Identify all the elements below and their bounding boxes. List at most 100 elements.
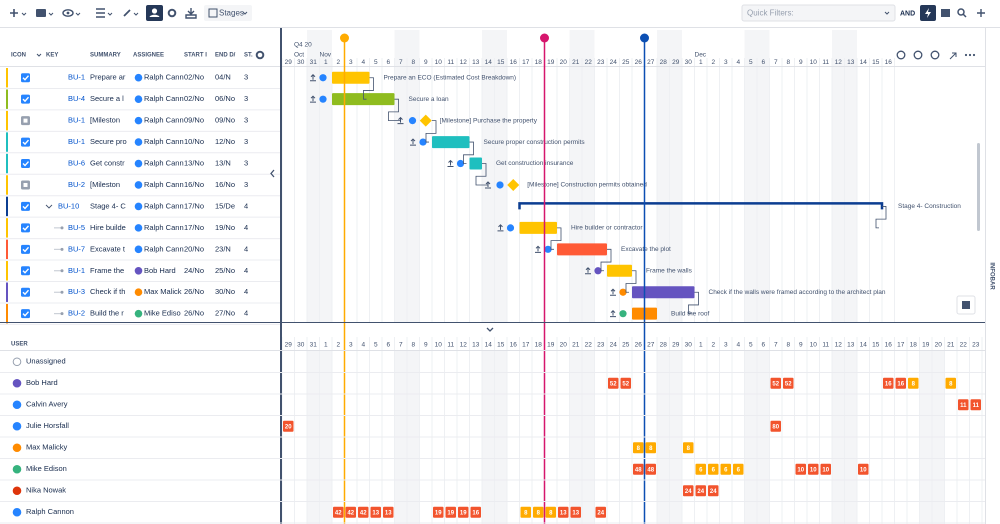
workload-cell[interactable] — [370, 506, 382, 518]
scrollbar[interactable] — [977, 143, 980, 231]
workload-cell[interactable] — [683, 442, 694, 454]
infobar-label[interactable]: INFOBAR — [988, 262, 994, 290]
column-header[interactable]: SUMMARY — [90, 53, 121, 59]
checkbox[interactable] — [21, 309, 30, 319]
workload-cell[interactable] — [570, 506, 582, 518]
task-bar[interactable] — [432, 136, 470, 149]
splitter[interactable] — [280, 28, 282, 524]
columns-button[interactable] — [96, 8, 105, 18]
filter-operator[interactable]: AND — [900, 10, 915, 17]
workload-cell[interactable] — [883, 377, 894, 389]
checkbox[interactable] — [21, 287, 30, 297]
workload-cell[interactable] — [545, 506, 557, 518]
view-dropdown[interactable] — [75, 12, 81, 16]
fullscreen[interactable] — [949, 52, 957, 60]
more-dot[interactable] — [972, 53, 976, 57]
workload-cell[interactable] — [708, 485, 719, 497]
workload-cell[interactable] — [695, 485, 707, 497]
workload-cell[interactable] — [958, 399, 969, 411]
workload-cell[interactable] — [945, 377, 957, 389]
column-header[interactable]: ASSIGNEE — [133, 53, 164, 59]
marker-handle[interactable] — [340, 33, 349, 43]
task-bar[interactable] — [557, 243, 607, 256]
issue-key[interactable]: BU-3 — [68, 287, 85, 296]
workload-cell[interactable] — [470, 506, 482, 518]
more-dot[interactable] — [964, 53, 968, 57]
issue-key[interactable]: BU-7 — [68, 244, 85, 253]
issue-key[interactable]: BU-2 — [68, 309, 85, 318]
link-button[interactable] — [123, 9, 131, 17]
column-header[interactable]: ST. — [244, 53, 253, 59]
export-button[interactable] — [185, 8, 197, 19]
zoom-out[interactable] — [913, 50, 923, 60]
column-header[interactable]: END D/ — [215, 53, 236, 59]
workload-cell[interactable] — [533, 506, 544, 518]
workload-cell[interactable] — [558, 506, 569, 518]
checkbox[interactable] — [21, 266, 30, 276]
infobar[interactable] — [985, 28, 1000, 524]
workload-cell[interactable] — [683, 485, 694, 497]
workload-cell[interactable] — [858, 463, 869, 475]
milestone[interactable] — [419, 114, 432, 127]
issue-key[interactable]: BU-2 — [68, 180, 85, 189]
calendar-button[interactable] — [941, 9, 950, 17]
marker-handle[interactable] — [540, 33, 549, 43]
folder-dropdown[interactable] — [48, 12, 54, 16]
workload-cell[interactable] — [708, 463, 719, 475]
workload-cell[interactable] — [633, 442, 644, 454]
workload-cell[interactable] — [383, 506, 394, 518]
workload-cell[interactable] — [695, 463, 707, 475]
workload-cell[interactable] — [283, 420, 294, 432]
issue-key[interactable]: BU-6 — [68, 159, 85, 168]
folder-button[interactable] — [36, 9, 46, 17]
workload-cell[interactable] — [820, 463, 832, 475]
workload-cell[interactable] — [608, 377, 619, 389]
task-bar[interactable] — [469, 157, 483, 170]
workload-cell[interactable] — [795, 463, 807, 475]
column-header[interactable]: START I — [184, 53, 207, 59]
stages-label[interactable]: Stages — [219, 9, 244, 18]
task-bar[interactable] — [607, 264, 632, 277]
zoom-reset[interactable] — [896, 50, 906, 60]
checkbox[interactable] — [21, 223, 30, 233]
workload-cell[interactable] — [720, 463, 732, 475]
column-settings[interactable] — [255, 50, 265, 60]
milestone[interactable] — [507, 178, 520, 191]
search-button[interactable] — [957, 8, 965, 16]
checkbox[interactable] — [21, 159, 30, 169]
columns-dropdown[interactable] — [107, 12, 113, 16]
collapse-table[interactable] — [270, 169, 275, 178]
checkbox[interactable] — [21, 244, 30, 254]
column-header[interactable]: ICON — [11, 53, 26, 59]
marker-handle[interactable] — [640, 33, 649, 43]
issue-key[interactable]: BU-1 — [68, 73, 85, 82]
link-dropdown[interactable] — [133, 12, 139, 16]
workload-cell[interactable] — [445, 506, 457, 518]
workload-cell[interactable] — [770, 377, 782, 389]
expand-toggle[interactable] — [45, 204, 53, 209]
issue-key[interactable]: BU-1 — [68, 266, 85, 275]
workload-cell[interactable] — [358, 506, 369, 518]
workload-cell[interactable] — [783, 377, 794, 389]
workload-cell[interactable] — [345, 506, 357, 518]
workload-cell[interactable] — [333, 506, 344, 518]
checkbox[interactable] — [21, 73, 30, 83]
column-header[interactable]: KEY — [46, 53, 58, 59]
workload-cell[interactable] — [895, 377, 907, 389]
collapse-workload[interactable] — [486, 327, 494, 332]
workload-cell[interactable] — [908, 377, 919, 389]
add-dropdown[interactable] — [21, 12, 27, 16]
workload-cell[interactable] — [645, 442, 657, 454]
view-button[interactable] — [62, 9, 74, 17]
workload-cell[interactable] — [458, 506, 469, 518]
workload-cell[interactable] — [633, 463, 644, 475]
more-toolbar[interactable] — [977, 9, 985, 17]
task-bar[interactable] — [332, 71, 370, 84]
task-bar[interactable] — [632, 286, 695, 299]
issue-key[interactable]: BU-1 — [68, 137, 85, 146]
issue-key[interactable]: BU-1 — [68, 116, 85, 125]
more-dot[interactable] — [968, 53, 972, 57]
workload-cell[interactable] — [970, 399, 982, 411]
add-button[interactable] — [10, 9, 18, 17]
workload-cell[interactable] — [733, 463, 744, 475]
